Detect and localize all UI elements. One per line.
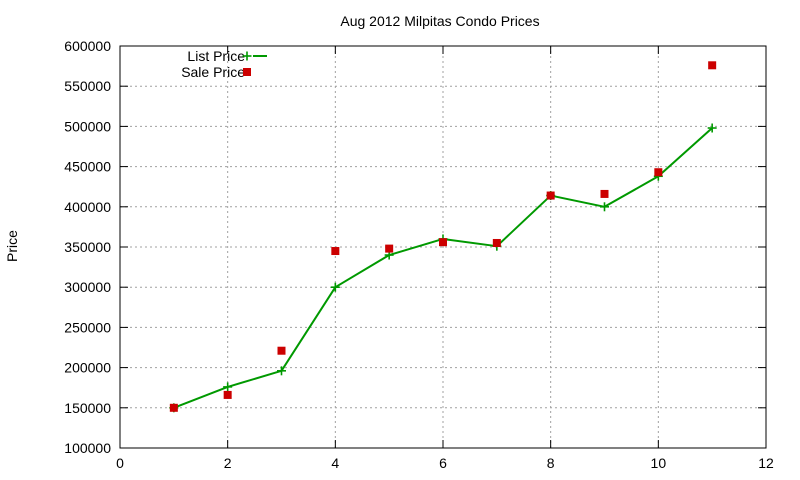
chart-title: Aug 2012 Milpitas Condo Prices: [340, 13, 539, 29]
legend-marker-sale-price: [243, 68, 251, 76]
axes: 100000 150000 200000 250000 300000 350000 4000…: [64, 38, 774, 471]
list-price-point: [707, 123, 717, 133]
x-tick-label: 12: [758, 455, 774, 471]
y-tick-label: 600000: [64, 38, 111, 54]
sale-price-point: [385, 244, 394, 253]
sale-price-point: [169, 403, 178, 412]
x-tick-label: 0: [116, 455, 124, 471]
sale-price-point: [277, 346, 286, 355]
sale-price-point: [439, 238, 447, 247]
legend-label-sale-price: Sale Price: [181, 64, 245, 80]
x-tick-label: 2: [224, 455, 232, 471]
list-price-point: [330, 282, 340, 292]
y-axis-label: Price: [4, 230, 20, 262]
y-tick-label: 150000: [64, 400, 111, 416]
y-tick-label: 100000: [64, 440, 111, 456]
sale-price-point: [546, 191, 555, 200]
list-price-point: [223, 382, 233, 392]
sale-price-point: [708, 61, 717, 70]
y-tick-label: 300000: [64, 279, 111, 295]
y-tick-label: 450000: [64, 159, 111, 175]
y-tick-label: 350000: [64, 239, 111, 255]
sale-price-point: [600, 189, 609, 198]
list-price-point: [600, 202, 609, 212]
sale-price-point: [654, 168, 663, 177]
sale-price-point: [492, 238, 501, 247]
x-tick-label: 10: [651, 455, 667, 471]
y-tick-label: 500000: [64, 118, 111, 134]
y-tick-label: 550000: [64, 78, 111, 94]
x-tick-label: 4: [331, 455, 339, 471]
sale-price-point: [331, 247, 340, 256]
y-tick-label: 400000: [64, 199, 111, 215]
grid: [120, 46, 766, 448]
sale-price-point: [223, 390, 232, 399]
plot-area: [169, 61, 717, 413]
x-tick-label: 8: [547, 455, 555, 471]
y-tick-label: 250000: [64, 319, 111, 335]
x-tick-label: 6: [439, 455, 447, 471]
list-price-point: [277, 366, 286, 376]
legend-marker-list-price: [242, 51, 252, 61]
y-tick-label: 200000: [64, 360, 111, 376]
legend-label-list-price: List Price: [187, 48, 245, 64]
